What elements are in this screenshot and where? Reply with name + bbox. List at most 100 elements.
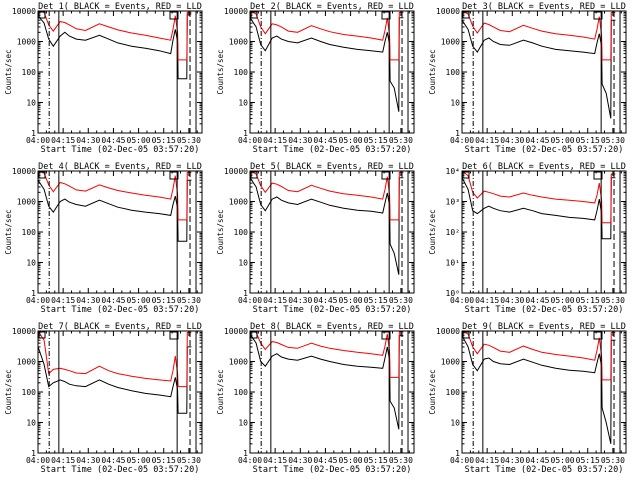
x-tick-label: 04:45 [101, 136, 125, 145]
panel-title: Det 1(_BLACK = Events, RED = LLD [38, 2, 202, 12]
x-tick-label: 05:15 [364, 296, 388, 305]
y-tick-label: 100 [234, 68, 249, 77]
corner-marker-left [38, 331, 46, 339]
panel-title: Det 5(_BLACK = Events, RED = LLD [250, 162, 414, 172]
y-tick-label: 10 [238, 99, 248, 108]
x-tick-label: 05:30 [389, 456, 413, 465]
corner-marker-left [462, 171, 470, 179]
panel-det-6: 10⁰ 10¹ 10² 10³ 10⁴ 04:00 04:15 04:30 04:45 05:00… [428, 162, 627, 315]
corner-marker-left [462, 11, 470, 19]
y-tick-label: 10¹ [446, 259, 460, 268]
x-tick-label: 05:30 [177, 456, 201, 465]
x-tick-label: 04:30 [288, 456, 312, 465]
corner-marker-left [38, 11, 46, 19]
x-tick-label: 05:00 [339, 456, 363, 465]
x-axis-label: Start Time (02-Dec-05 03:57:20) [253, 305, 412, 315]
x-axis-label: Start Time (02-Dec-05 03:57:20) [465, 465, 624, 475]
x-tick-label: 05:15 [364, 456, 388, 465]
x-tick-label: 05:15 [576, 136, 600, 145]
y-axis-label: Counts/sec [216, 369, 225, 414]
y-tick-label: 10000 [12, 7, 36, 16]
panel-det-3: 1 10 100 1000 10000 04:00 04:15 04:30 04:45 05:00… [428, 2, 627, 155]
corner-marker-left [250, 331, 258, 339]
x-tick-label: 05:00 [551, 296, 575, 305]
x-tick-label: 04:15 [475, 456, 499, 465]
y-tick-label: 10000 [436, 7, 460, 16]
series-events-line [461, 335, 616, 444]
x-tick-label: 05:00 [339, 296, 363, 305]
x-tick-label: 04:30 [500, 456, 524, 465]
y-tick-label: 1 [455, 449, 460, 458]
y-tick-label: 10 [26, 419, 36, 428]
x-tick-label: 04:00 [238, 296, 262, 305]
x-tick-label: 05:00 [127, 136, 151, 145]
y-axis-label: Counts/sec [216, 209, 225, 254]
x-tick-label: 04:15 [51, 296, 75, 305]
panel-det-9: 1 10 100 1000 10000 04:00 04:15 04:30 04:45 05:00… [428, 322, 627, 475]
x-tick-label: 04:45 [525, 456, 549, 465]
series-lld-line [249, 10, 404, 61]
panel-title: Det 8(_BLACK = Events, RED = LLD [250, 322, 414, 332]
y-tick-label: 1 [243, 449, 248, 458]
y-tick-label: 10 [238, 259, 248, 268]
y-tick-label: 10⁰ [446, 289, 460, 298]
x-tick-label: 05:00 [339, 136, 363, 145]
series-lld-line [461, 170, 616, 224]
y-axis-label: Counts/sec [4, 49, 13, 94]
panel-title: Det 7(_BLACK = Events, RED = LLD [38, 322, 202, 332]
x-axis-label: Start Time (02-Dec-05 03:57:20) [41, 465, 200, 475]
x-axis-label: Start Time (02-Dec-05 03:57:20) [41, 145, 200, 155]
corner-marker-right [381, 11, 391, 20]
x-tick-label: 04:30 [500, 296, 524, 305]
y-tick-label: 1 [31, 449, 36, 458]
corner-marker-left [462, 331, 470, 339]
x-tick-label: 05:30 [177, 136, 201, 145]
x-axis-label: Start Time (02-Dec-05 03:57:20) [465, 305, 624, 315]
y-tick-label: 1 [31, 289, 36, 298]
x-tick-label: 05:15 [152, 456, 176, 465]
y-tick-label: 10 [450, 99, 460, 108]
y-tick-label: 100 [22, 228, 37, 237]
x-tick-label: 05:15 [364, 136, 388, 145]
y-tick-label: 10 [26, 99, 36, 108]
corner-marker-right [381, 171, 391, 180]
y-tick-label: 1000 [17, 38, 36, 47]
y-tick-label: 10000 [12, 327, 36, 336]
y-tick-label: 1 [243, 129, 248, 138]
corner-marker-right [381, 331, 391, 340]
y-tick-label: 10 [450, 419, 460, 428]
y-tick-label: 10³ [446, 198, 460, 207]
x-tick-label: 04:15 [51, 136, 75, 145]
series-lld-line [37, 170, 192, 221]
y-tick-label: 1000 [229, 358, 248, 367]
x-tick-label: 05:00 [551, 136, 575, 145]
corner-marker-right [169, 331, 179, 340]
panel-det-5: 1 10 100 1000 10000 04:00 04:15 04:30 04:45 05:00… [216, 162, 415, 315]
y-tick-label: 100 [22, 68, 37, 77]
panel-det-4: 1 10 100 1000 10000 04:00 04:15 04:30 04:45 05:00… [4, 162, 203, 315]
y-tick-label: 100 [22, 388, 37, 397]
x-tick-label: 05:30 [389, 296, 413, 305]
y-axis-label: Counts/sec [428, 369, 437, 414]
x-tick-label: 04:15 [475, 296, 499, 305]
y-tick-label: 1000 [229, 38, 248, 47]
x-tick-label: 04:45 [525, 296, 549, 305]
y-tick-label: 1000 [17, 198, 36, 207]
x-tick-label: 04:00 [26, 456, 50, 465]
corner-marker-right [169, 171, 179, 180]
x-tick-label: 04:30 [500, 136, 524, 145]
y-tick-label: 10000 [224, 327, 248, 336]
x-tick-label: 04:15 [263, 456, 287, 465]
corner-marker-right [593, 11, 603, 20]
y-tick-label: 10⁴ [446, 167, 460, 176]
panel-det-8: 1 10 100 1000 10000 04:00 04:15 04:30 04:45 05:00… [216, 322, 415, 475]
series-lld-line [461, 330, 616, 381]
y-tick-label: 1000 [229, 198, 248, 207]
x-tick-label: 05:15 [576, 296, 600, 305]
panel-title: Det 6(_BLACK = Events, RED = LLD [462, 162, 626, 172]
x-tick-label: 05:15 [152, 136, 176, 145]
corner-marker-right [169, 11, 179, 20]
x-tick-label: 05:00 [127, 296, 151, 305]
x-tick-label: 04:15 [51, 456, 75, 465]
